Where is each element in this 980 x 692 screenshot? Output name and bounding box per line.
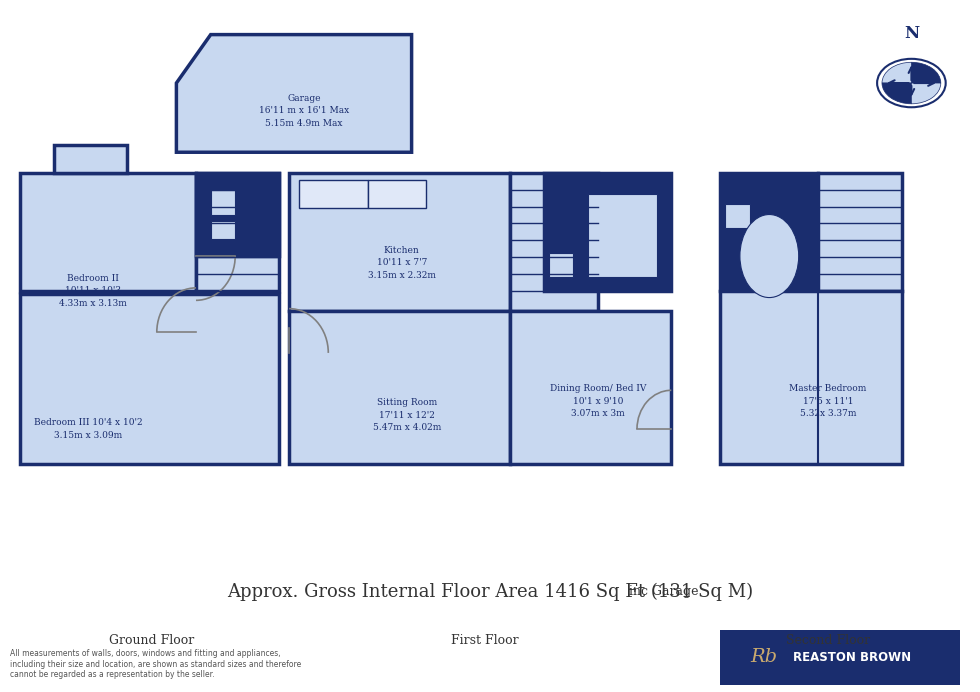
- Bar: [196, 173, 279, 291]
- Bar: [510, 173, 598, 311]
- Bar: [725, 204, 750, 228]
- Text: Approx. Gross Internal Floor Area 1416 Sq Ft (131 Sq M): Approx. Gross Internal Floor Area 1416 S…: [227, 583, 753, 601]
- Text: REASTON BROWN: REASTON BROWN: [793, 651, 911, 664]
- Text: N: N: [904, 24, 919, 42]
- Wedge shape: [882, 62, 911, 83]
- Bar: [818, 173, 902, 291]
- Bar: [720, 173, 818, 291]
- Text: Master Bedroom
17'5 x 11'1
5.32x 3.37m: Master Bedroom 17'5 x 11'1 5.32x 3.37m: [790, 384, 866, 419]
- Text: Sitting Room
17'11 x 12'2
5.47m x 4.02m: Sitting Room 17'11 x 12'2 5.47m x 4.02m: [372, 398, 441, 432]
- Bar: [299, 180, 368, 208]
- Bar: [196, 173, 279, 256]
- Text: Garage
16'11 m x 16'1 Max
5.15m 4.9m Max: Garage 16'11 m x 16'1 Max 5.15m 4.9m Max: [259, 93, 349, 128]
- Wedge shape: [882, 83, 911, 104]
- Text: First Floor: First Floor: [451, 634, 519, 646]
- Bar: [720, 630, 960, 685]
- Bar: [54, 145, 127, 173]
- Bar: [588, 194, 657, 277]
- Text: Second Floor: Second Floor: [786, 634, 870, 646]
- Bar: [289, 311, 510, 464]
- Bar: [368, 180, 426, 208]
- Bar: [20, 173, 196, 291]
- Bar: [20, 294, 279, 464]
- Bar: [510, 311, 671, 464]
- Text: Dining Room/ Bed IV
10'1 x 9'10
3.07m x 3m: Dining Room/ Bed IV 10'1 x 9'10 3.07m x …: [550, 384, 646, 419]
- Text: Bedroom III 10'4 x 10'2
3.15m x 3.09m: Bedroom III 10'4 x 10'2 3.15m x 3.09m: [34, 418, 142, 440]
- Text: All measurements of walls, doors, windows and fitting and appliances,
including : All measurements of walls, doors, window…: [10, 649, 301, 680]
- Ellipse shape: [740, 215, 799, 298]
- Text: Bedroom II
10'11 x 10'3
4.33m x 3.13m: Bedroom II 10'11 x 10'3 4.33m x 3.13m: [59, 273, 127, 308]
- Polygon shape: [176, 35, 412, 152]
- Bar: [544, 173, 671, 291]
- Wedge shape: [911, 62, 941, 83]
- Text: inc Garage: inc Garage: [281, 585, 699, 598]
- Text: Rb: Rb: [750, 648, 777, 666]
- Bar: [720, 291, 902, 464]
- Bar: [211, 221, 235, 239]
- Wedge shape: [911, 83, 941, 104]
- Bar: [289, 173, 510, 311]
- Text: Kitchen
10'11 x 7'7
3.15m x 2.32m: Kitchen 10'11 x 7'7 3.15m x 2.32m: [368, 246, 436, 280]
- Text: Ground Floor: Ground Floor: [110, 634, 194, 646]
- Bar: [211, 190, 235, 215]
- Bar: [549, 253, 573, 277]
